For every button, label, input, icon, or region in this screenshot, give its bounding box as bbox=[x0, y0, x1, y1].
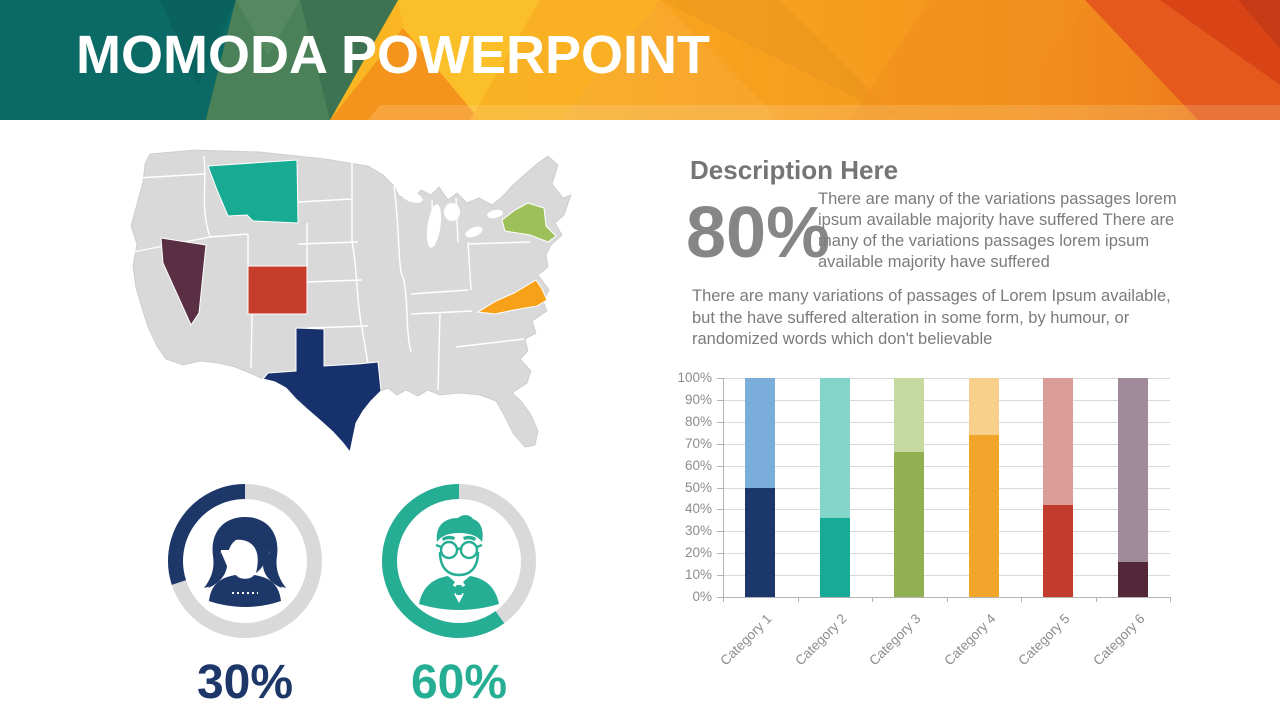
slide-title: MOMODA POWERPOINT bbox=[76, 25, 710, 85]
y-axis-label: 70% bbox=[684, 435, 712, 451]
category-label: Category 1 bbox=[717, 611, 775, 669]
state-new-york bbox=[501, 202, 557, 243]
y-axis-tick bbox=[717, 575, 723, 577]
category-label: Category 5 bbox=[1015, 611, 1073, 669]
state-montana bbox=[207, 159, 299, 224]
x-axis-tick bbox=[797, 597, 799, 602]
y-axis-label: 90% bbox=[684, 391, 712, 407]
state-nevada bbox=[160, 237, 207, 327]
donut-percent-female: 30% bbox=[196, 656, 294, 709]
stat-description: There are many of the variations passage… bbox=[818, 190, 1177, 271]
chart-gridline bbox=[723, 378, 1170, 379]
x-axis-tick bbox=[1021, 597, 1022, 602]
chart-gridline bbox=[723, 531, 1170, 533]
y-axis-tick bbox=[717, 509, 723, 511]
category-label: Category 3 bbox=[866, 611, 924, 669]
bar-segment-remainder bbox=[819, 378, 850, 519]
bar-segment-filled bbox=[1043, 505, 1074, 597]
bar-segment-remainder bbox=[894, 378, 925, 453]
x-axis-tick bbox=[1095, 597, 1097, 602]
y-axis-label: 100% bbox=[677, 370, 712, 385]
state-colorado bbox=[247, 265, 308, 315]
chart-gridline bbox=[723, 487, 1170, 489]
chart-gridline bbox=[723, 443, 1170, 445]
bar-segment-filled bbox=[1117, 561, 1148, 597]
chart-gridline bbox=[723, 553, 1170, 555]
bar-segment-remainder bbox=[1117, 378, 1148, 562]
y-axis-tick bbox=[717, 378, 723, 379]
donut-chart-male: 60% bbox=[374, 476, 544, 710]
y-axis-label: 80% bbox=[684, 413, 712, 429]
chart-gridline bbox=[723, 421, 1170, 423]
y-axis-tick bbox=[717, 399, 723, 401]
chart-gridline bbox=[723, 575, 1170, 577]
chart-gridline bbox=[723, 509, 1170, 511]
chart-gridline bbox=[723, 399, 1170, 401]
donut-ring-male bbox=[382, 484, 536, 638]
us-map bbox=[100, 142, 660, 462]
y-axis-label: 0% bbox=[692, 589, 712, 604]
chart-gridline bbox=[723, 465, 1170, 467]
y-axis-label: 60% bbox=[684, 457, 712, 473]
x-axis-line bbox=[717, 597, 1170, 598]
y-axis-label: 30% bbox=[684, 523, 712, 539]
donut-chart-female: 30% bbox=[160, 476, 330, 710]
y-axis-label: 50% bbox=[684, 479, 712, 495]
x-axis-tick bbox=[1170, 597, 1171, 602]
y-axis-tick bbox=[717, 487, 723, 489]
y-axis-tick bbox=[717, 465, 723, 467]
y-axis-tick bbox=[717, 421, 723, 423]
category-label: Category 4 bbox=[941, 611, 999, 669]
y-axis-tick bbox=[717, 531, 723, 533]
bar-segment-filled bbox=[819, 518, 850, 597]
state-virginia bbox=[476, 279, 548, 315]
male-avatar-icon bbox=[419, 515, 499, 610]
y-axis-tick bbox=[717, 443, 723, 445]
bar-segment-filled bbox=[745, 487, 776, 597]
category-label: Category 2 bbox=[792, 611, 850, 669]
x-axis-tick bbox=[946, 597, 948, 602]
bar-segment-remainder bbox=[968, 378, 999, 435]
bar-segment-remainder bbox=[745, 378, 776, 488]
bar-segment-filled bbox=[968, 434, 999, 597]
donut-ring-female bbox=[168, 484, 322, 638]
female-avatar-icon bbox=[204, 517, 286, 607]
category-label: Category 6 bbox=[1090, 611, 1148, 669]
description-heading: Description Here bbox=[690, 155, 899, 185]
stat-value: 80% bbox=[686, 193, 831, 273]
us-map-silhouette bbox=[130, 149, 572, 453]
header-geometric-background bbox=[0, 0, 1280, 120]
x-axis-tick bbox=[872, 597, 873, 602]
great-lakes bbox=[401, 191, 503, 248]
y-axis-label: 40% bbox=[684, 501, 712, 517]
donut-percent-male: 60% bbox=[410, 656, 508, 709]
body-paragraph: There are many variations of passages of… bbox=[692, 287, 1171, 348]
stacked-bar-chart: 0% 10% 20% 30% 40% 50% 60% 70% 80% 90% 100% Categor… bbox=[660, 360, 1240, 710]
state-texas bbox=[262, 327, 382, 454]
x-axis-tick bbox=[723, 597, 724, 602]
bar-segment-filled bbox=[894, 452, 925, 597]
y-axis-line bbox=[723, 378, 724, 597]
y-axis-tick bbox=[717, 553, 723, 555]
bar-segment-remainder bbox=[1043, 378, 1074, 506]
header-banner: MOMODA POWERPOINT bbox=[0, 0, 1280, 120]
y-axis-label: 10% bbox=[684, 567, 712, 583]
y-axis-label: 20% bbox=[684, 545, 712, 561]
donut-arc-male bbox=[382, 484, 505, 638]
donut-arc-female bbox=[168, 484, 246, 585]
